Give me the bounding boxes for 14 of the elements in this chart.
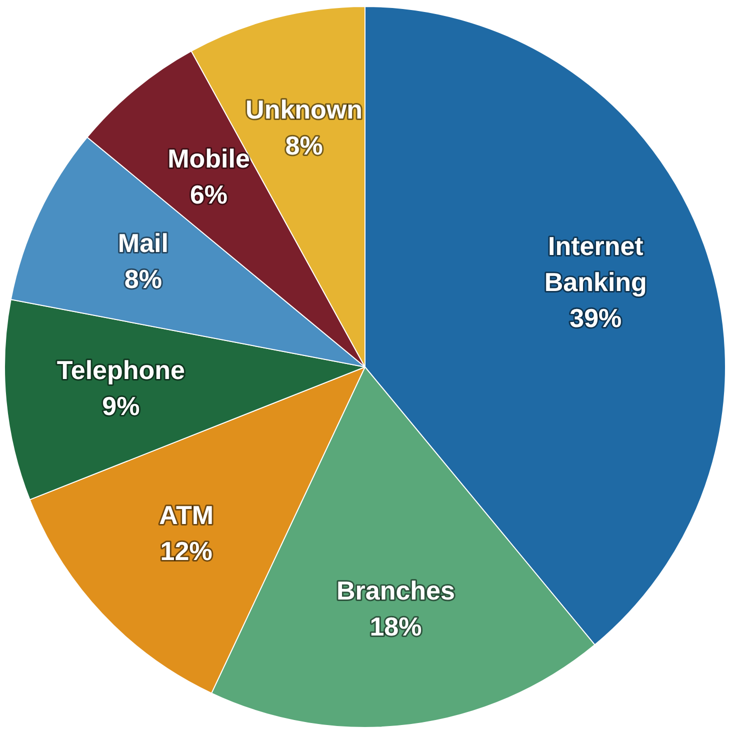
slice-label: Internet Banking (544, 231, 647, 298)
slice-label: Unknown (246, 94, 363, 125)
data-label: 8% (124, 264, 162, 294)
slice-label: Mobile (168, 143, 250, 174)
data-label: 8% (285, 130, 323, 161)
data-label: 39% (570, 303, 622, 334)
slice-label: ATM (159, 500, 214, 530)
slice-label: Branches (336, 575, 455, 606)
slice-label: Mail (118, 228, 168, 258)
data-label: 6% (190, 179, 228, 210)
data-label: 12% (160, 536, 212, 566)
slice-label: Telephone (56, 355, 185, 386)
data-label: 9% (102, 391, 140, 422)
data-label: 18% (370, 611, 422, 642)
